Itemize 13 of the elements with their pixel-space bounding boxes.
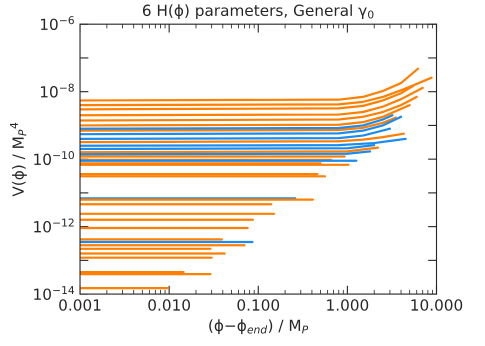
y-axis-title: V(ϕ) / M$_{P}$$^{4}$ bbox=[10, 122, 27, 197]
y-tick-label: 10$^{−12}$ bbox=[34, 218, 74, 233]
x-tick-label: 10.000 bbox=[411, 299, 462, 311]
x-tick-label: 0.010 bbox=[148, 299, 190, 311]
y-tick-label: 10$^{−6}$ bbox=[40, 16, 74, 30]
x-tick-label: 0.001 bbox=[59, 299, 100, 311]
x-tick-label: 1.000 bbox=[327, 299, 368, 311]
x-axis-title: (ϕ−ϕ$_{end}$) / M$_{P}$ bbox=[209, 319, 308, 334]
y-tick-label: 10$^{−14}$ bbox=[34, 286, 74, 300]
x-tick-label: 0.100 bbox=[237, 299, 280, 311]
y-tick-label: 10$^{−8}$ bbox=[40, 84, 74, 98]
y-tick-label: 10$^{−10}$ bbox=[34, 151, 74, 166]
chart-title: 6 H(ϕ) parameters, General γ$_{0}$ bbox=[142, 4, 374, 20]
